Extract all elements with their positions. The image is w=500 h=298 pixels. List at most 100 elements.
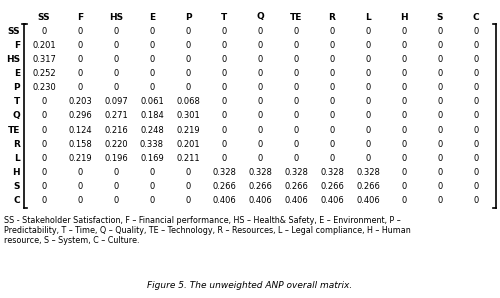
Text: 0: 0 (438, 69, 442, 78)
Text: R: R (13, 140, 20, 149)
Text: 0.196: 0.196 (104, 154, 128, 163)
Text: 0: 0 (150, 83, 154, 92)
Text: 0.406: 0.406 (356, 196, 380, 205)
Text: 0.124: 0.124 (68, 126, 92, 135)
Text: 0: 0 (330, 111, 334, 120)
Text: 0: 0 (78, 69, 82, 78)
Text: 0: 0 (258, 27, 262, 35)
Text: 0: 0 (294, 55, 298, 64)
Text: 0: 0 (42, 97, 46, 106)
Text: 0: 0 (366, 126, 370, 135)
Text: 0: 0 (186, 55, 190, 64)
Text: 0: 0 (78, 182, 82, 191)
Text: 0: 0 (114, 196, 118, 205)
Text: 0: 0 (402, 69, 406, 78)
Text: 0: 0 (150, 182, 154, 191)
Text: 0: 0 (186, 41, 190, 50)
Text: 0: 0 (186, 83, 190, 92)
Text: 0: 0 (258, 97, 262, 106)
Text: S: S (437, 13, 444, 21)
Text: 0: 0 (186, 168, 190, 177)
Text: 0.252: 0.252 (32, 69, 56, 78)
Text: 0: 0 (222, 27, 226, 35)
Text: 0.219: 0.219 (176, 126, 200, 135)
Text: S: S (14, 182, 20, 191)
Text: 0: 0 (294, 41, 298, 50)
Text: 0.184: 0.184 (140, 111, 164, 120)
Text: 0: 0 (438, 154, 442, 163)
Text: 0: 0 (330, 69, 334, 78)
Text: R: R (328, 13, 336, 21)
Text: 0: 0 (114, 182, 118, 191)
Text: 0: 0 (366, 55, 370, 64)
Text: 0.266: 0.266 (356, 182, 380, 191)
Text: 0: 0 (150, 27, 154, 35)
Text: E: E (14, 69, 20, 78)
Text: 0: 0 (294, 154, 298, 163)
Text: 0: 0 (294, 27, 298, 35)
Text: TE: TE (290, 13, 302, 21)
Text: 0: 0 (438, 126, 442, 135)
Text: 0.328: 0.328 (284, 168, 308, 177)
Text: 0: 0 (114, 41, 118, 50)
Text: 0.406: 0.406 (212, 196, 236, 205)
Text: C: C (472, 13, 480, 21)
Text: 0: 0 (474, 83, 478, 92)
Text: 0: 0 (222, 55, 226, 64)
Text: 0: 0 (114, 83, 118, 92)
Text: 0: 0 (42, 182, 46, 191)
Text: T: T (14, 97, 20, 106)
Text: 0: 0 (42, 140, 46, 149)
Text: 0.317: 0.317 (32, 55, 56, 64)
Text: 0: 0 (78, 83, 82, 92)
Text: 0: 0 (366, 154, 370, 163)
Text: 0: 0 (294, 140, 298, 149)
Text: 0: 0 (438, 41, 442, 50)
Text: 0.406: 0.406 (248, 196, 272, 205)
Text: 0: 0 (330, 41, 334, 50)
Text: 0: 0 (42, 27, 46, 35)
Text: 0.406: 0.406 (284, 196, 308, 205)
Text: 0: 0 (474, 168, 478, 177)
Text: 0: 0 (222, 126, 226, 135)
Text: 0: 0 (438, 83, 442, 92)
Text: 0: 0 (186, 196, 190, 205)
Text: 0: 0 (258, 55, 262, 64)
Text: 0: 0 (150, 69, 154, 78)
Text: 0: 0 (330, 97, 334, 106)
Text: 0: 0 (222, 140, 226, 149)
Text: Q: Q (256, 13, 264, 21)
Text: 0: 0 (402, 41, 406, 50)
Text: 0: 0 (150, 196, 154, 205)
Text: 0.328: 0.328 (212, 168, 236, 177)
Text: 0: 0 (366, 83, 370, 92)
Text: 0: 0 (78, 196, 82, 205)
Text: 0: 0 (330, 154, 334, 163)
Text: 0.158: 0.158 (68, 140, 92, 149)
Text: 0: 0 (438, 196, 442, 205)
Text: 0: 0 (294, 97, 298, 106)
Text: 0: 0 (474, 126, 478, 135)
Text: 0: 0 (78, 55, 82, 64)
Text: L: L (14, 154, 20, 163)
Text: 0: 0 (438, 140, 442, 149)
Text: 0: 0 (402, 27, 406, 35)
Text: 0: 0 (114, 55, 118, 64)
Text: 0: 0 (438, 27, 442, 35)
Text: H: H (400, 13, 408, 21)
Text: 0.203: 0.203 (68, 97, 92, 106)
Text: 0.248: 0.248 (140, 126, 164, 135)
Text: 0: 0 (402, 140, 406, 149)
Text: L: L (365, 13, 371, 21)
Text: 0: 0 (258, 154, 262, 163)
Text: 0: 0 (78, 41, 82, 50)
Text: 0: 0 (402, 111, 406, 120)
Text: C: C (14, 196, 20, 205)
Text: 0: 0 (474, 97, 478, 106)
Text: H: H (12, 168, 20, 177)
Text: 0: 0 (114, 168, 118, 177)
Text: 0.301: 0.301 (176, 111, 200, 120)
Text: 0: 0 (402, 168, 406, 177)
Text: 0.216: 0.216 (104, 126, 128, 135)
Text: 0: 0 (402, 196, 406, 205)
